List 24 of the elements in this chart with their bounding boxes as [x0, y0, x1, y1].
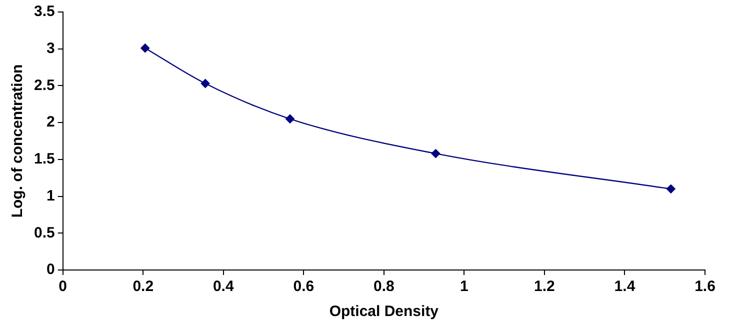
y-tick-label: 3.5 [34, 3, 55, 20]
point [666, 184, 676, 194]
x-tick-label: 1.6 [694, 278, 716, 296]
x-tick-label: 0.4 [212, 278, 234, 296]
y-axis-title: Log. of concentration [9, 64, 26, 218]
y-tick-label: 0 [46, 261, 55, 278]
x-tick-label: 1.2 [534, 278, 555, 296]
y-tick-label: 1 [46, 187, 55, 204]
point [140, 44, 150, 53]
point [200, 79, 210, 88]
x-tick-label: 1 [460, 278, 468, 296]
x-tick-label: 0.6 [293, 278, 314, 296]
x-axis-title: Optical Density [329, 303, 440, 320]
y-tick-label: 0.5 [34, 224, 55, 242]
point [286, 114, 295, 124]
y-tick-label: 2 [46, 114, 55, 131]
y-tick-label: 1.5 [34, 150, 55, 168]
y-tick-label: 3 [46, 40, 55, 57]
x-tick-label: 0 [58, 278, 68, 296]
x-tick-label: 0.2 [132, 278, 154, 296]
point [431, 149, 440, 158]
y-tick-label: 2.5 [34, 76, 55, 94]
x-tick-label: 1.4 [614, 278, 636, 296]
x-tick-label: 0.8 [373, 278, 394, 296]
